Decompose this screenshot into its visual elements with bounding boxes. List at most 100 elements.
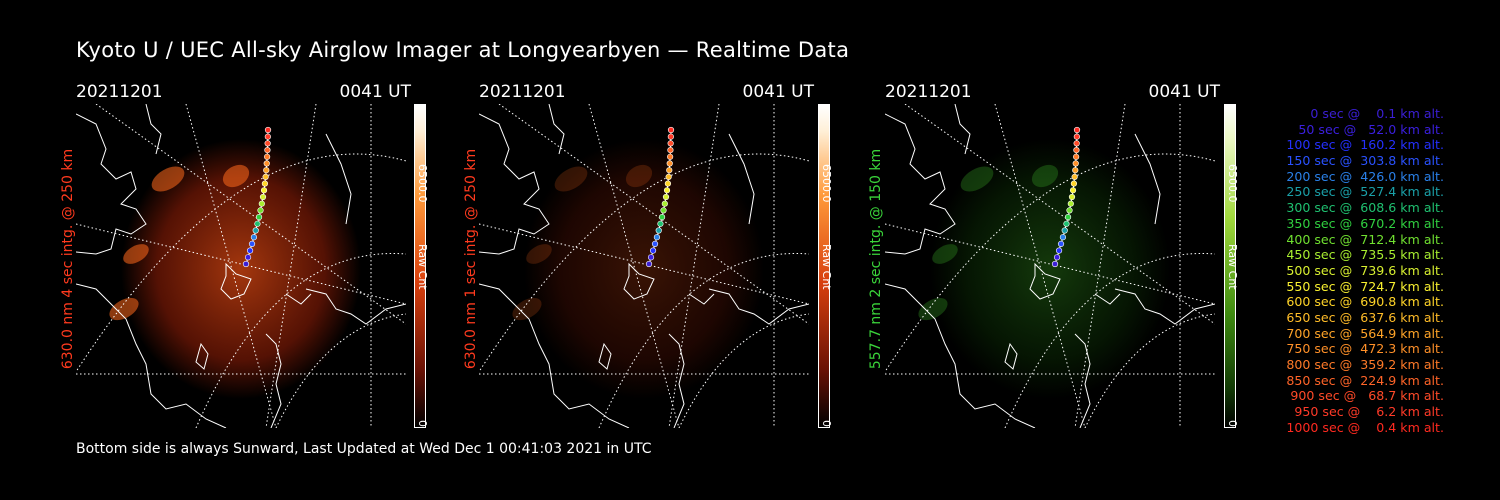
aurora-patch xyxy=(151,166,185,192)
legend-row: 350 sec @ 670.2 km alt. xyxy=(1282,215,1444,231)
grid-line xyxy=(185,104,277,428)
legend-row: 150 sec @ 303.8 km alt. xyxy=(1282,153,1444,169)
coastline xyxy=(668,333,685,428)
trajectory-marker xyxy=(257,207,264,214)
legend-row: 250 sec @ 527.4 km alt. xyxy=(1282,184,1444,200)
trajectory-marker xyxy=(244,254,252,261)
grid-line xyxy=(994,104,1086,428)
legend-row: 550 sec @ 724.7 km alt. xyxy=(1282,278,1444,294)
coastline xyxy=(195,342,209,370)
coastline xyxy=(548,104,565,155)
legend-row: 950 sec @ 6.2 km alt. xyxy=(1290,404,1444,420)
coastline xyxy=(708,288,809,325)
coastline xyxy=(885,113,956,255)
coastline xyxy=(1134,133,1161,225)
grid-line xyxy=(588,104,680,428)
trajectory-marker xyxy=(1072,160,1079,167)
legend-row: 0 sec @ 0.1 km alt. xyxy=(1298,106,1444,121)
trajectory-marker xyxy=(645,260,653,268)
trajectory-marker xyxy=(663,187,671,194)
trajectory-marker xyxy=(1072,167,1079,174)
allsky-map xyxy=(479,104,809,428)
aurora-patch xyxy=(554,166,588,192)
grid-line xyxy=(1004,252,1215,428)
trajectory-marker xyxy=(250,234,258,241)
trajectory-marker xyxy=(1063,220,1070,227)
colorbar xyxy=(414,104,426,428)
trajectory-marker xyxy=(264,140,271,147)
trajectory-marker xyxy=(242,260,250,268)
colorbar-max-label: 6500.0 xyxy=(1226,164,1239,203)
grid-line xyxy=(1074,104,1126,428)
trajectory-marker xyxy=(262,173,269,180)
trajectory-marker xyxy=(246,247,254,254)
aurora-patch xyxy=(512,297,542,321)
trajectory-marker xyxy=(1055,247,1063,254)
trajectory-marker xyxy=(1059,234,1067,241)
legend-row: 450 sec @ 735.5 km alt. xyxy=(1282,247,1444,263)
coastline xyxy=(623,262,655,300)
trajectory-marker xyxy=(651,240,659,247)
trajectory-marker xyxy=(254,220,261,227)
allsky-map xyxy=(76,104,406,428)
trajectory-marker xyxy=(647,254,655,261)
trajectory-marker xyxy=(667,126,675,134)
coastline xyxy=(1029,262,1061,300)
aurora-patch xyxy=(625,164,653,188)
legend-row: 300 sec @ 608.6 km alt. xyxy=(1282,200,1444,216)
footer-note: Bottom side is always Sunward, Last Upda… xyxy=(76,441,652,457)
allsky-image xyxy=(885,104,1215,428)
trajectory-marker xyxy=(667,153,674,160)
colorbar-max-label: 6500.0 xyxy=(416,164,429,203)
legend-row: 1000 sec @ 0.4 km alt. xyxy=(1286,419,1444,435)
panel-time: 0041 UT xyxy=(1148,82,1221,102)
trajectory-marker xyxy=(263,160,270,167)
coastline xyxy=(479,113,550,255)
trajectory-marker xyxy=(1068,193,1076,201)
trajectory-marker xyxy=(1073,146,1080,154)
trajectory-marker xyxy=(252,227,259,234)
aurora-patch xyxy=(1031,164,1059,188)
grid-line xyxy=(479,223,809,305)
trajectory-marker xyxy=(1051,260,1059,268)
allsky-map xyxy=(885,104,1215,428)
aurora-patch xyxy=(960,166,994,192)
coastline xyxy=(688,293,715,305)
colorbar-unit-label: Raw Cnt xyxy=(416,244,429,290)
trajectory-marker xyxy=(657,220,664,227)
coastline xyxy=(145,104,162,155)
trajectory-marker xyxy=(667,133,674,140)
panel-date: 20211201 xyxy=(76,82,163,102)
legend-row: 50 sec @ 52.0 km alt. xyxy=(1290,121,1444,137)
colorbar-unit-label: Raw Cnt xyxy=(1226,244,1239,290)
trajectory-marker xyxy=(1067,200,1074,207)
trajectory-marker xyxy=(667,140,674,147)
aurora-patch xyxy=(526,244,552,264)
trajectory-marker xyxy=(1071,173,1078,180)
aurora-patch xyxy=(932,244,958,264)
legend-row: 200 sec @ 426.0 km alt. xyxy=(1282,168,1444,184)
grid-line xyxy=(498,104,809,325)
legend-row: 100 sec @ 160.2 km alt. xyxy=(1282,137,1444,153)
legend-row: 650 sec @ 637.6 km alt. xyxy=(1282,309,1444,325)
trajectory-legend: 0 sec @ 0.1 km alt. 50 sec @ 52.0 km alt… xyxy=(1262,106,1444,435)
panel-date: 20211201 xyxy=(885,82,972,102)
grid-line xyxy=(885,153,1215,373)
panel-side-label: 557.7 nm 2 sec intg. @ 150 km xyxy=(868,148,884,370)
grid-line xyxy=(76,223,406,305)
coastline xyxy=(1094,293,1121,305)
trajectory-marker xyxy=(263,167,270,174)
trajectory-marker xyxy=(264,146,271,154)
legend-row: 600 sec @ 690.8 km alt. xyxy=(1282,294,1444,310)
grid-line xyxy=(95,104,406,325)
trajectory-marker xyxy=(1073,140,1080,147)
grid-line xyxy=(265,104,317,428)
trajectory-marker xyxy=(261,180,269,187)
page-title: Kyoto U / UEC All-sky Airglow Imager at … xyxy=(76,38,850,62)
airglow-panel: 20211201 0041 UT xyxy=(885,82,1245,432)
trajectory-marker xyxy=(248,240,256,247)
grid-line xyxy=(479,153,809,373)
trajectory-marker xyxy=(649,247,657,254)
trajectory-marker xyxy=(255,213,263,221)
trajectory-marker xyxy=(1053,254,1061,261)
